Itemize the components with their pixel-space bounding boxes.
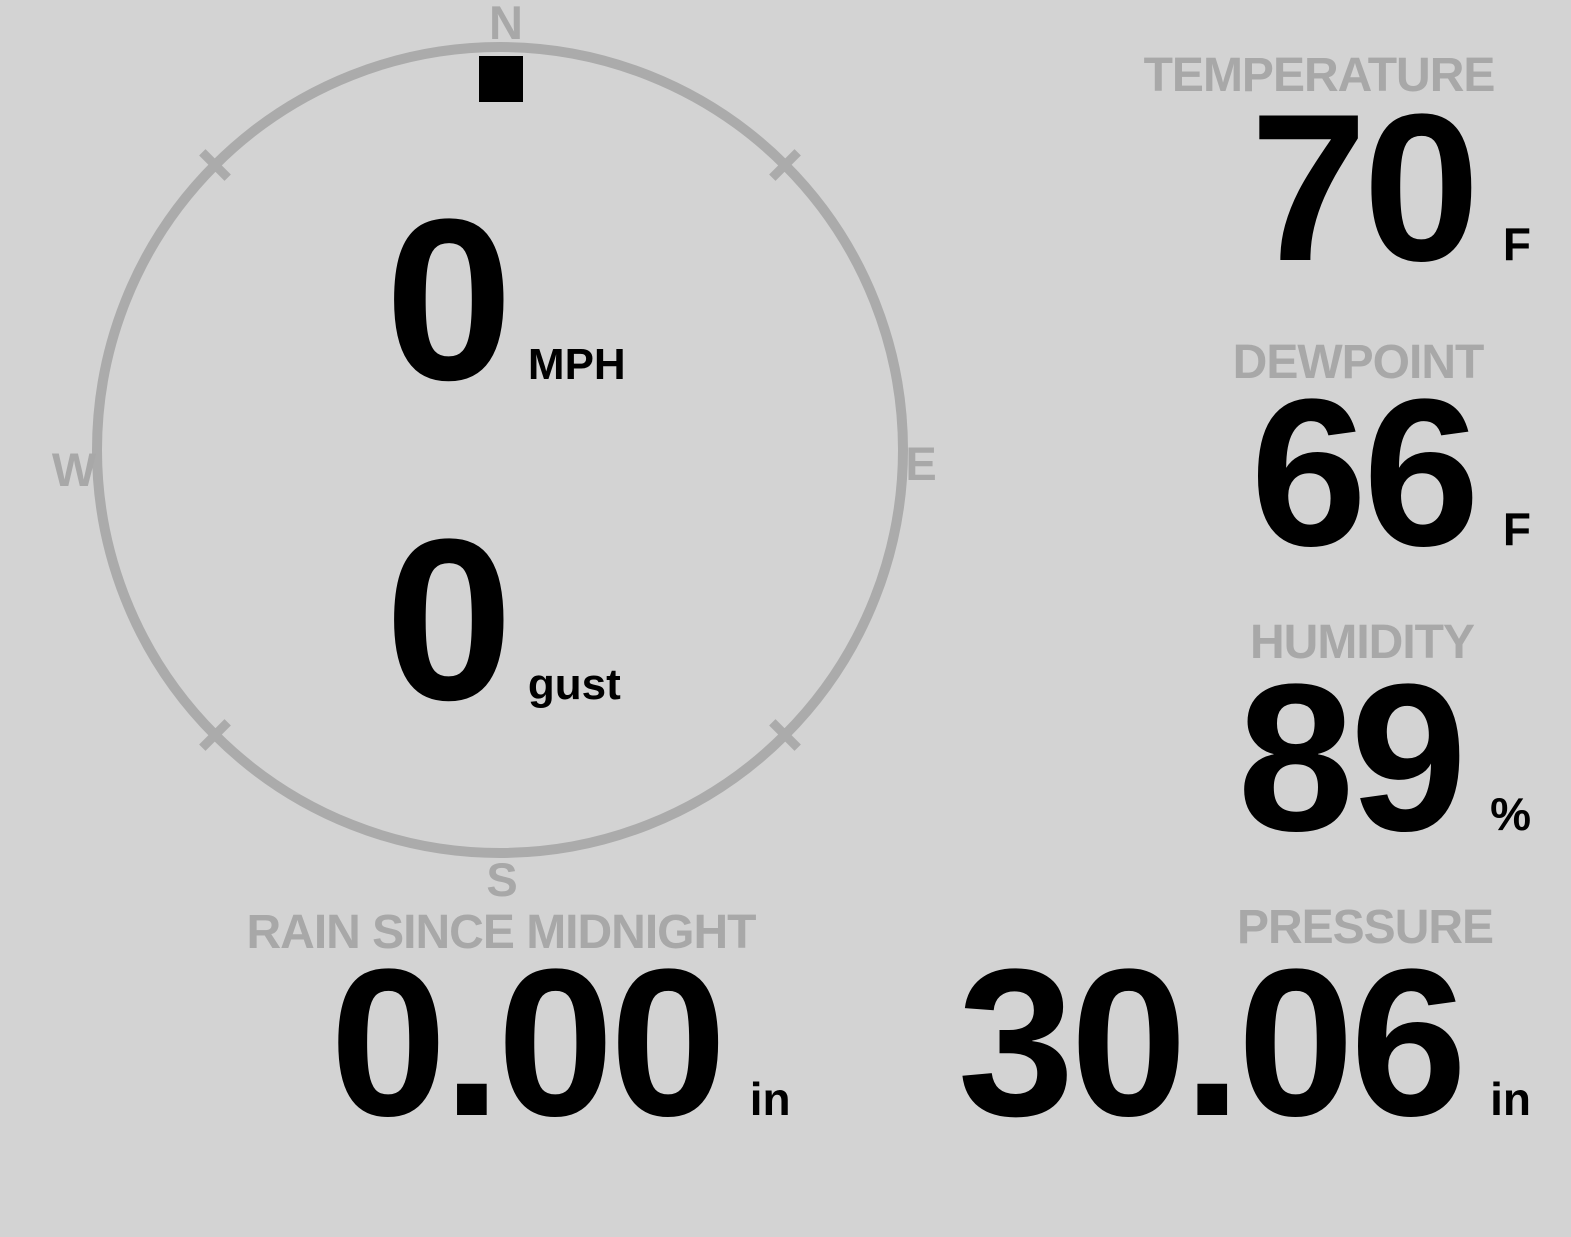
wind-speed-value: 0	[385, 171, 513, 428]
wind-direction-marker	[479, 56, 523, 102]
wind-gust-label: gust	[527, 660, 621, 709]
wind-gust-value: 0	[385, 491, 513, 748]
pressure-value: 30.06	[957, 925, 1468, 1160]
wind-speed-unit: MPH	[527, 340, 626, 389]
temperature-label: TEMPERATURE	[1143, 49, 1496, 102]
compass-intercardinal-ticks	[199, 149, 801, 751]
tick-se	[769, 719, 801, 751]
dewpoint-unit: F	[1502, 503, 1531, 555]
temperature-block: 70 F	[1250, 83, 1531, 293]
cardinal-north: N	[489, 0, 523, 49]
wind-gust: 0 gust	[385, 505, 621, 735]
dewpoint-value: 66	[1250, 355, 1480, 590]
rain-block: 0.00 in	[330, 938, 791, 1148]
tick-ne	[769, 149, 801, 181]
tick-nw	[199, 149, 231, 181]
humidity-unit: %	[1490, 788, 1531, 840]
tick-sw	[199, 719, 231, 751]
cardinal-south: S	[486, 853, 518, 906]
temperature-unit: F	[1502, 218, 1531, 270]
cardinal-west: W	[51, 443, 97, 496]
humidity-label: HUMIDITY	[1250, 616, 1475, 669]
dewpoint-block: 66 F	[1250, 368, 1531, 578]
wind-speed: 0 MPH	[385, 185, 626, 415]
pressure-unit: in	[1490, 1073, 1531, 1125]
pressure-label: PRESSURE	[1236, 901, 1494, 954]
pressure-block: 30.06 in	[958, 938, 1531, 1148]
rain-value: 0.00	[330, 925, 727, 1160]
temperature-value: 70	[1250, 70, 1480, 305]
rain-label: RAIN SINCE MIDNIGHT	[246, 906, 757, 959]
rain-unit: in	[749, 1073, 791, 1125]
compass-ring	[92, 42, 908, 858]
humidity-block: 89 %	[1238, 653, 1532, 863]
cardinal-east: E	[905, 437, 937, 490]
humidity-value: 89	[1237, 640, 1468, 875]
dewpoint-label: DEWPOINT	[1232, 336, 1485, 389]
